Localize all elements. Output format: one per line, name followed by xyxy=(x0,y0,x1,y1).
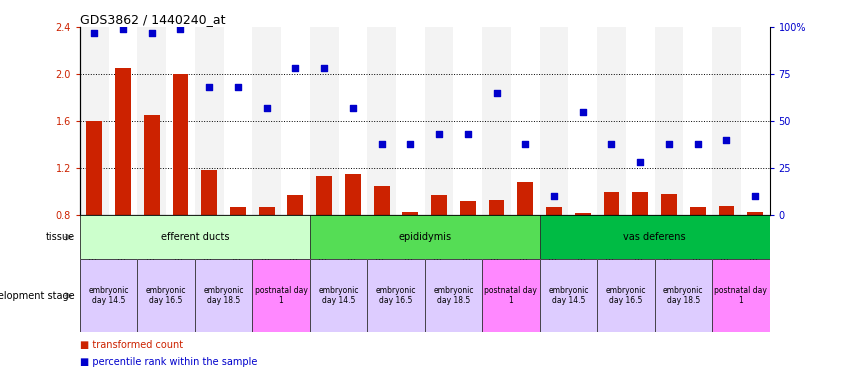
Bar xyxy=(569,27,597,215)
Point xyxy=(489,90,503,96)
Bar xyxy=(87,121,102,309)
Point xyxy=(174,26,188,32)
Point xyxy=(116,26,130,32)
Point xyxy=(691,141,705,147)
Bar xyxy=(309,27,338,215)
Bar xyxy=(540,27,569,215)
Point xyxy=(288,65,302,71)
Bar xyxy=(718,206,734,309)
Text: postnatal day
1: postnatal day 1 xyxy=(484,286,537,305)
Bar xyxy=(546,207,562,309)
Bar xyxy=(604,192,619,309)
Text: tissue: tissue xyxy=(45,232,75,242)
Text: embryonic
day 16.5: embryonic day 16.5 xyxy=(606,286,646,305)
Bar xyxy=(252,27,281,215)
Text: embryonic
day 18.5: embryonic day 18.5 xyxy=(663,286,704,305)
Text: postnatal day
1: postnatal day 1 xyxy=(255,286,308,305)
Bar xyxy=(230,207,246,309)
Point xyxy=(662,141,675,147)
Bar xyxy=(338,27,368,215)
Point xyxy=(145,30,158,36)
Bar xyxy=(712,27,741,215)
Text: embryonic
day 18.5: embryonic day 18.5 xyxy=(433,286,473,305)
Bar xyxy=(137,27,166,215)
Bar xyxy=(482,27,510,215)
Point xyxy=(87,30,101,36)
Bar xyxy=(661,194,677,309)
Bar xyxy=(316,176,332,309)
Bar xyxy=(654,27,683,215)
Text: efferent ducts: efferent ducts xyxy=(161,232,229,242)
Bar xyxy=(748,212,763,309)
Point xyxy=(432,131,446,137)
Point xyxy=(461,131,474,137)
Point xyxy=(346,105,360,111)
Point xyxy=(576,108,590,114)
Bar xyxy=(368,27,396,215)
Bar xyxy=(396,27,425,215)
Text: embryonic
day 16.5: embryonic day 16.5 xyxy=(145,286,187,305)
Text: ■ percentile rank within the sample: ■ percentile rank within the sample xyxy=(80,357,257,367)
Point xyxy=(317,65,331,71)
Bar xyxy=(373,185,389,309)
Bar xyxy=(345,174,361,309)
Bar xyxy=(259,207,274,309)
Point xyxy=(633,159,647,166)
Bar xyxy=(517,182,533,309)
Point xyxy=(519,141,532,147)
Bar xyxy=(575,213,590,309)
Text: embryonic
day 18.5: embryonic day 18.5 xyxy=(204,286,244,305)
Bar xyxy=(403,212,418,309)
Point xyxy=(375,141,389,147)
Bar xyxy=(431,195,447,309)
Bar xyxy=(690,207,706,309)
Point xyxy=(404,141,417,147)
Text: embryonic
day 16.5: embryonic day 16.5 xyxy=(376,286,416,305)
Bar xyxy=(510,27,540,215)
Bar xyxy=(224,27,252,215)
Text: vas deferens: vas deferens xyxy=(623,232,686,242)
Bar xyxy=(626,27,654,215)
Text: epididymis: epididymis xyxy=(398,232,452,242)
Point xyxy=(260,105,273,111)
Bar xyxy=(632,192,648,309)
Point xyxy=(203,84,216,90)
Text: GDS3862 / 1440240_at: GDS3862 / 1440240_at xyxy=(80,13,225,26)
Text: embryonic
day 14.5: embryonic day 14.5 xyxy=(318,286,359,305)
Bar xyxy=(80,27,108,215)
Bar xyxy=(741,27,770,215)
Bar xyxy=(201,170,217,309)
Bar xyxy=(144,115,160,309)
Bar xyxy=(489,200,505,309)
Point xyxy=(231,84,245,90)
Text: postnatal day
1: postnatal day 1 xyxy=(714,286,767,305)
Point xyxy=(605,141,618,147)
Bar xyxy=(460,201,476,309)
Point xyxy=(720,137,733,143)
Bar xyxy=(281,27,309,215)
Bar xyxy=(172,74,188,309)
Text: development stage: development stage xyxy=(0,291,75,301)
Bar xyxy=(425,27,453,215)
Text: embryonic
day 14.5: embryonic day 14.5 xyxy=(548,286,589,305)
Bar xyxy=(288,195,304,309)
Bar xyxy=(166,27,195,215)
Bar xyxy=(108,27,137,215)
Bar xyxy=(453,27,482,215)
Bar xyxy=(683,27,712,215)
Bar xyxy=(597,27,626,215)
Bar xyxy=(195,27,224,215)
Text: embryonic
day 14.5: embryonic day 14.5 xyxy=(88,286,129,305)
Text: ■ transformed count: ■ transformed count xyxy=(80,340,183,350)
Bar xyxy=(115,68,131,309)
Point xyxy=(748,193,762,199)
Point xyxy=(547,193,561,199)
